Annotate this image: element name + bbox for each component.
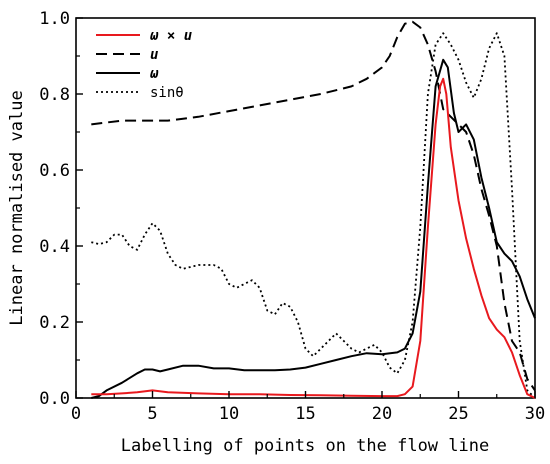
y-tick-label: 0.0	[39, 389, 70, 409]
series-line-2	[91, 58, 536, 399]
y-tick-label: 1.0	[39, 9, 70, 29]
x-tick-label: 15	[295, 404, 315, 424]
legend-label-0: ω × u	[150, 28, 192, 44]
y-axis-label: Linear normalised value	[7, 90, 27, 325]
x-tick-label: 0	[71, 404, 81, 424]
series-line-0	[91, 77, 536, 399]
tick-layer: 0 5 10 15 20 25 30 0.0 0.2 0.4 0.6 0.8 1.0	[39, 9, 545, 424]
y-tick-label: 0.4	[39, 237, 70, 257]
y-tick-label: 0.8	[39, 85, 70, 105]
plot-frame	[75, 17, 536, 399]
legend-label-3: sinθ	[150, 85, 184, 101]
y-tick-label: 0.6	[39, 161, 70, 181]
series-line-1	[91, 20, 536, 391]
x-tick-label: 10	[219, 404, 239, 424]
series-layer	[91, 20, 536, 399]
x-tick-label: 30	[525, 404, 545, 424]
x-tick-label: 20	[372, 404, 392, 424]
x-tick-label: 25	[448, 404, 468, 424]
x-axis-label: Labelling of points on the flow line	[121, 436, 489, 456]
x-tick-label: 5	[147, 404, 157, 424]
legend-label-2: ω	[150, 66, 159, 82]
legend-label-1: u	[150, 47, 158, 63]
y-tick-label: 0.2	[39, 313, 70, 333]
legend: ω × u uω sinθ	[96, 28, 192, 101]
